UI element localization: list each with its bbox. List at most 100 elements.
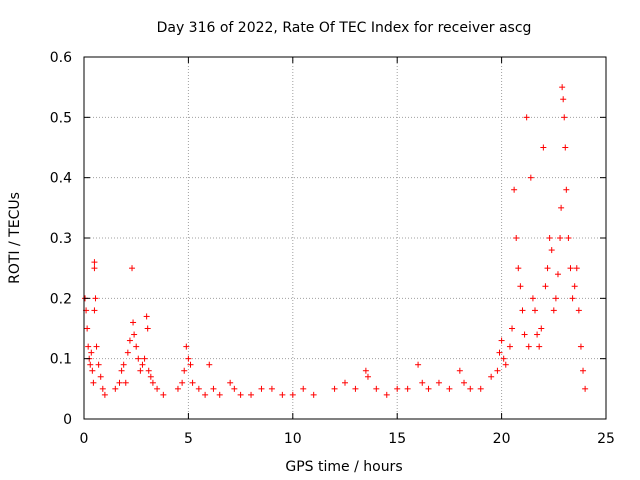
data-point <box>93 343 100 350</box>
data-point <box>415 361 422 368</box>
data-point <box>573 265 580 272</box>
data-point <box>544 265 551 272</box>
data-point <box>91 259 98 266</box>
data-point <box>565 235 572 241</box>
data-point <box>126 337 133 344</box>
data-point <box>534 331 541 338</box>
y-tick-label: 0.4 <box>50 171 72 187</box>
data-point <box>87 361 94 368</box>
data-point <box>124 349 131 356</box>
data-point <box>342 379 348 386</box>
data-point <box>154 385 161 392</box>
x-tick-label: 0 <box>80 431 89 447</box>
data-point <box>141 355 148 362</box>
y-tick-label: 0 <box>63 412 72 428</box>
data-point <box>144 325 151 332</box>
data-point <box>569 295 576 302</box>
data-point <box>577 343 584 350</box>
data-point <box>145 367 152 374</box>
data-point <box>258 385 265 392</box>
data-point <box>231 385 238 392</box>
data-point <box>112 385 119 392</box>
data-point <box>527 174 534 181</box>
data-point <box>559 84 566 91</box>
data-point <box>149 379 156 386</box>
data-point <box>540 144 547 151</box>
data-point <box>189 379 196 386</box>
data-point <box>279 391 286 398</box>
data-point <box>268 385 275 392</box>
data-point <box>216 391 223 398</box>
data-point <box>179 379 186 386</box>
data-point <box>582 385 589 392</box>
data-point <box>488 373 495 380</box>
x-tick-label: 5 <box>184 431 193 447</box>
data-point <box>558 204 565 211</box>
data-point <box>511 186 518 193</box>
y-axis-label: ROTI / TECUs <box>7 192 23 284</box>
data-point <box>84 325 91 332</box>
data-point <box>97 373 104 380</box>
data-point <box>461 379 468 386</box>
data-point <box>129 265 136 272</box>
data-point <box>561 114 568 121</box>
data-point <box>542 283 549 290</box>
data-point <box>500 355 507 362</box>
data-point <box>523 114 530 121</box>
data-point <box>513 235 520 241</box>
data-point <box>562 144 569 151</box>
data-point <box>494 367 501 374</box>
data-point <box>352 385 359 392</box>
data-point <box>187 361 194 368</box>
data-point <box>95 361 102 368</box>
data-point <box>509 325 516 332</box>
data-point <box>456 367 463 374</box>
data-point <box>567 265 574 272</box>
data-point <box>538 325 545 332</box>
data-point <box>550 307 557 314</box>
data-point <box>435 379 442 386</box>
data-point <box>425 385 432 392</box>
data-point <box>85 343 92 350</box>
data-point <box>99 385 106 392</box>
data-point <box>300 385 307 392</box>
x-tick-label: 10 <box>284 431 302 447</box>
data-point <box>515 265 522 272</box>
data-point <box>195 385 202 392</box>
data-point <box>174 385 181 392</box>
data-points <box>82 84 589 398</box>
data-point <box>364 373 371 380</box>
data-point <box>91 307 98 314</box>
data-point <box>502 361 509 368</box>
y-tick-label: 0.1 <box>50 352 72 368</box>
x-tick-label: 15 <box>388 431 406 447</box>
data-point <box>90 379 97 386</box>
data-point <box>362 367 369 374</box>
data-point <box>135 355 142 362</box>
grid-lines <box>84 57 606 419</box>
y-tick-label: 0.2 <box>50 291 72 307</box>
data-point <box>552 295 559 302</box>
data-point <box>122 379 129 386</box>
data-point <box>331 385 338 392</box>
data-point <box>181 367 188 374</box>
data-point <box>498 337 505 344</box>
y-tick-label: 0.6 <box>50 50 72 66</box>
data-point <box>88 349 95 356</box>
data-point <box>160 391 167 398</box>
chart-title: Day 316 of 2022, Rate Of TEC Index for r… <box>157 20 532 36</box>
data-point <box>227 379 234 386</box>
data-point <box>185 355 192 362</box>
x-axis-label: GPS time / hours <box>285 459 402 475</box>
data-point <box>237 391 244 398</box>
data-point <box>546 235 553 241</box>
data-point <box>532 307 539 314</box>
data-point <box>183 343 190 350</box>
data-point <box>373 385 380 392</box>
data-point <box>210 385 217 392</box>
data-point <box>525 343 532 350</box>
data-point <box>496 349 503 356</box>
data-point <box>517 283 524 290</box>
y-tick-label: 0.5 <box>50 110 72 126</box>
